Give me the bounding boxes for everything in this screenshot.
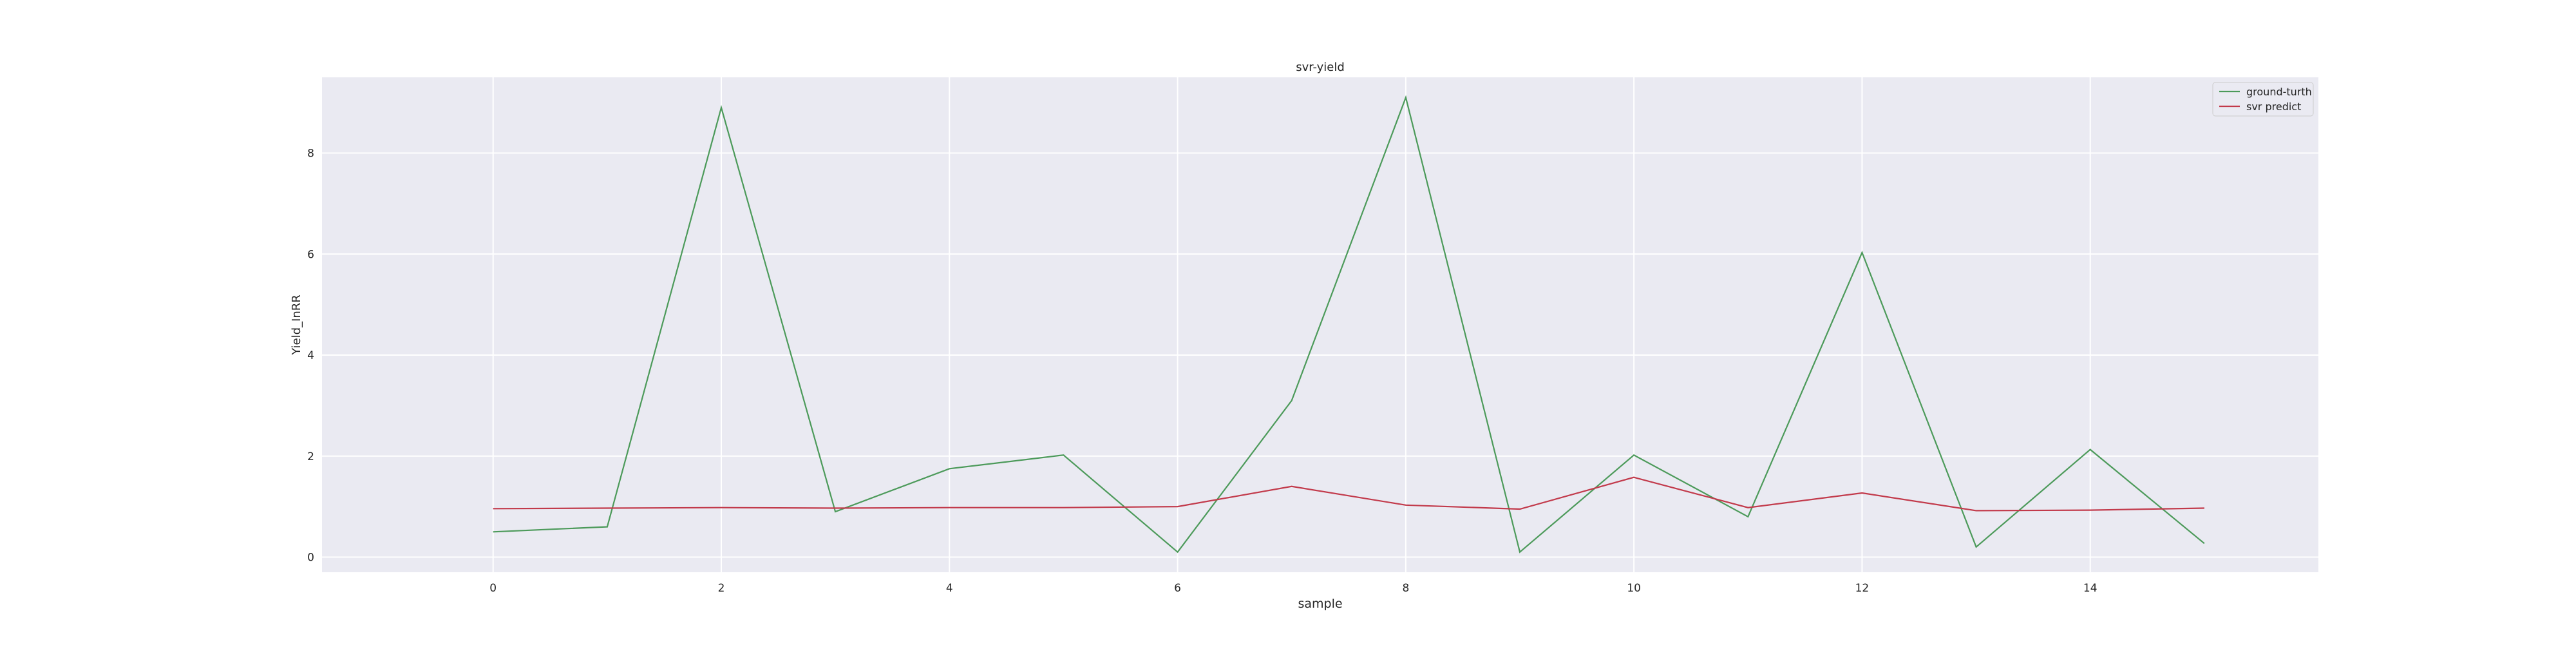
x-tick-label: 6 xyxy=(1174,582,1181,595)
y-tick-label: 4 xyxy=(307,349,314,362)
x-tick-label: 4 xyxy=(946,582,953,595)
series-line xyxy=(493,95,2205,554)
x-axis-ticks: 0 2 4 6 8 10 12 14 xyxy=(489,582,2097,595)
legend-label: svr predict xyxy=(2246,101,2301,113)
y-axis-ticks: 0 2 4 6 8 xyxy=(307,148,314,565)
x-tick-label: 0 xyxy=(489,582,497,595)
x-tick-label: 2 xyxy=(718,582,725,595)
legend: ground-turth svr predict xyxy=(2212,82,2314,117)
series-layer xyxy=(493,95,2205,554)
y-tick-label: 0 xyxy=(307,551,314,564)
chart-title: svr-yield xyxy=(1296,61,1345,74)
x-tick-label: 14 xyxy=(2083,582,2098,595)
y-tick-label: 8 xyxy=(307,148,314,160)
y-axis-label: Yield_InRR xyxy=(290,295,303,356)
x-axis-label: sample xyxy=(1298,597,1342,611)
y-tick-label: 2 xyxy=(307,450,314,463)
legend-items: ground-turth svr predict xyxy=(2219,86,2312,113)
grid-lines xyxy=(322,77,2318,572)
x-tick-label: 8 xyxy=(1402,582,1409,595)
series-line xyxy=(493,476,2204,512)
x-tick-label: 10 xyxy=(1627,582,1641,595)
x-tick-label: 12 xyxy=(1855,582,1870,595)
y-tick-label: 6 xyxy=(307,248,314,261)
legend-label: ground-turth xyxy=(2246,86,2312,98)
